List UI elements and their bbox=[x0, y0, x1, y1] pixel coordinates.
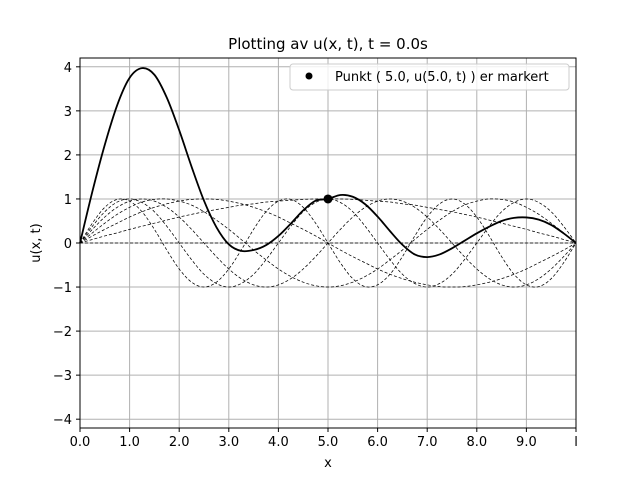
marked-point bbox=[323, 194, 333, 204]
x-tick-label: 5.0 bbox=[318, 435, 339, 450]
x-tick-label: 2.0 bbox=[169, 435, 190, 450]
y-tick-label: 1 bbox=[64, 193, 72, 208]
y-tick-label: 0 bbox=[64, 237, 72, 252]
legend-label: Punkt ( 5.0, u(5.0, t) ) er markert bbox=[335, 70, 549, 85]
x-tick-label: 3.0 bbox=[218, 435, 239, 450]
x-tick-label: 1.0 bbox=[119, 435, 140, 450]
series-line-mode-3 bbox=[79, 198, 577, 288]
x-tick-label: 4.0 bbox=[268, 435, 289, 450]
x-axis-label: x bbox=[324, 456, 332, 471]
chart-title: Plotting av u(x, t), t = 0.0s bbox=[228, 35, 428, 53]
y-tick-label: −3 bbox=[53, 369, 72, 384]
x-tick-label: l bbox=[574, 435, 578, 450]
x-tick-label: 8.0 bbox=[466, 435, 487, 450]
y-axis-label: u(x, t) bbox=[29, 223, 44, 262]
y-tick-label: −4 bbox=[53, 413, 72, 428]
y-tick-label: −1 bbox=[53, 281, 72, 296]
y-tick-label: 4 bbox=[64, 61, 72, 76]
x-tick-label: 9.0 bbox=[516, 435, 537, 450]
x-tick-label: 7.0 bbox=[417, 435, 438, 450]
y-tick-label: 2 bbox=[64, 149, 72, 164]
y-tick-label: −2 bbox=[53, 325, 72, 340]
x-tick-label: 0.0 bbox=[70, 435, 91, 450]
legend-marker bbox=[305, 72, 313, 80]
legend-box bbox=[289, 63, 570, 91]
point-markers bbox=[323, 194, 333, 204]
series-line-mode-6 bbox=[79, 198, 577, 288]
x-tick-label: 6.0 bbox=[367, 435, 388, 450]
legend: Punkt ( 5.0, u(5.0, t) ) er markert bbox=[289, 63, 570, 91]
y-tick-label: 3 bbox=[64, 105, 72, 120]
axis-ticks: 0.0 1.0 2.0 3.0 4.0 5.0 6.0 7.0 8.0 9.0 l 4 3 2 1 0 −1 −2… bbox=[53, 61, 578, 450]
